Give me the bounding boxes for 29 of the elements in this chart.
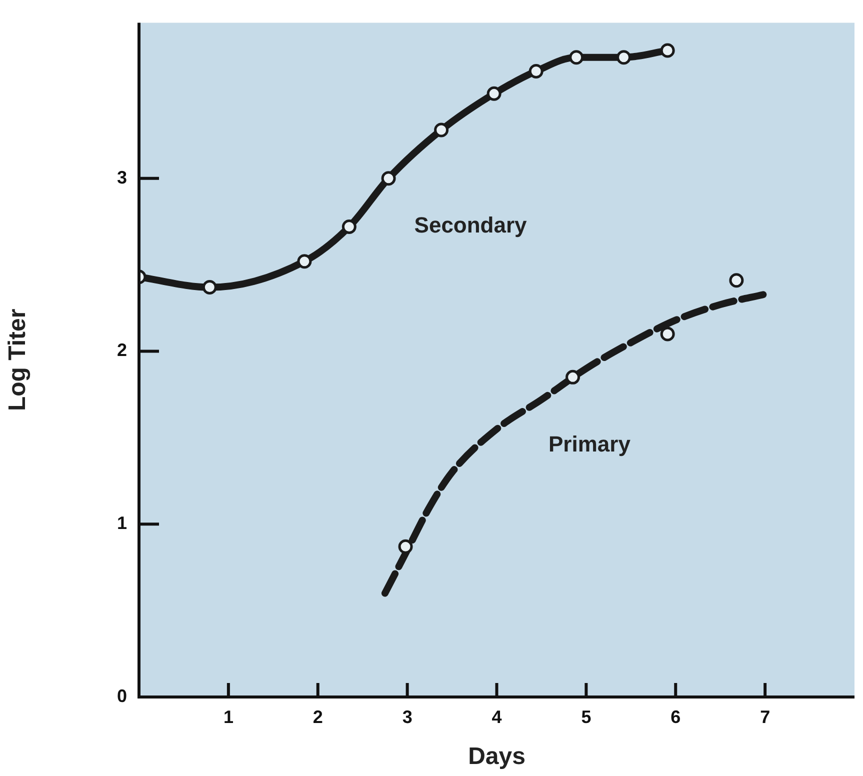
y-tick-label: 2 <box>116 340 127 360</box>
x-tick-label: 4 <box>492 706 502 727</box>
y-tick-label: 3 <box>116 167 127 188</box>
point <box>660 326 675 342</box>
y-tick-label: 0 <box>116 686 127 706</box>
x-tick-label: 3 <box>402 706 412 727</box>
point <box>297 254 312 269</box>
point <box>569 50 584 65</box>
y-tick-label: 1 <box>116 513 127 534</box>
point <box>434 122 449 138</box>
point <box>381 171 396 186</box>
series-label: Primary <box>548 432 632 457</box>
point <box>486 86 502 101</box>
point <box>342 220 356 234</box>
point <box>729 273 744 288</box>
point <box>202 280 217 295</box>
point <box>398 539 413 554</box>
x-tick-label: 1 <box>223 706 234 727</box>
x-tick-label: 2 <box>312 706 323 727</box>
point <box>528 64 544 78</box>
x-axis-title: Days <box>468 743 526 770</box>
y-axis-title: Log Titer <box>4 308 32 412</box>
x-tick-label: 5 <box>581 706 592 727</box>
point <box>566 370 580 384</box>
x-tick-label: 7 <box>760 706 770 727</box>
point <box>660 43 675 58</box>
x-tick-label: 6 <box>670 706 681 727</box>
series-label: Secondary <box>414 212 528 238</box>
point <box>616 50 631 65</box>
